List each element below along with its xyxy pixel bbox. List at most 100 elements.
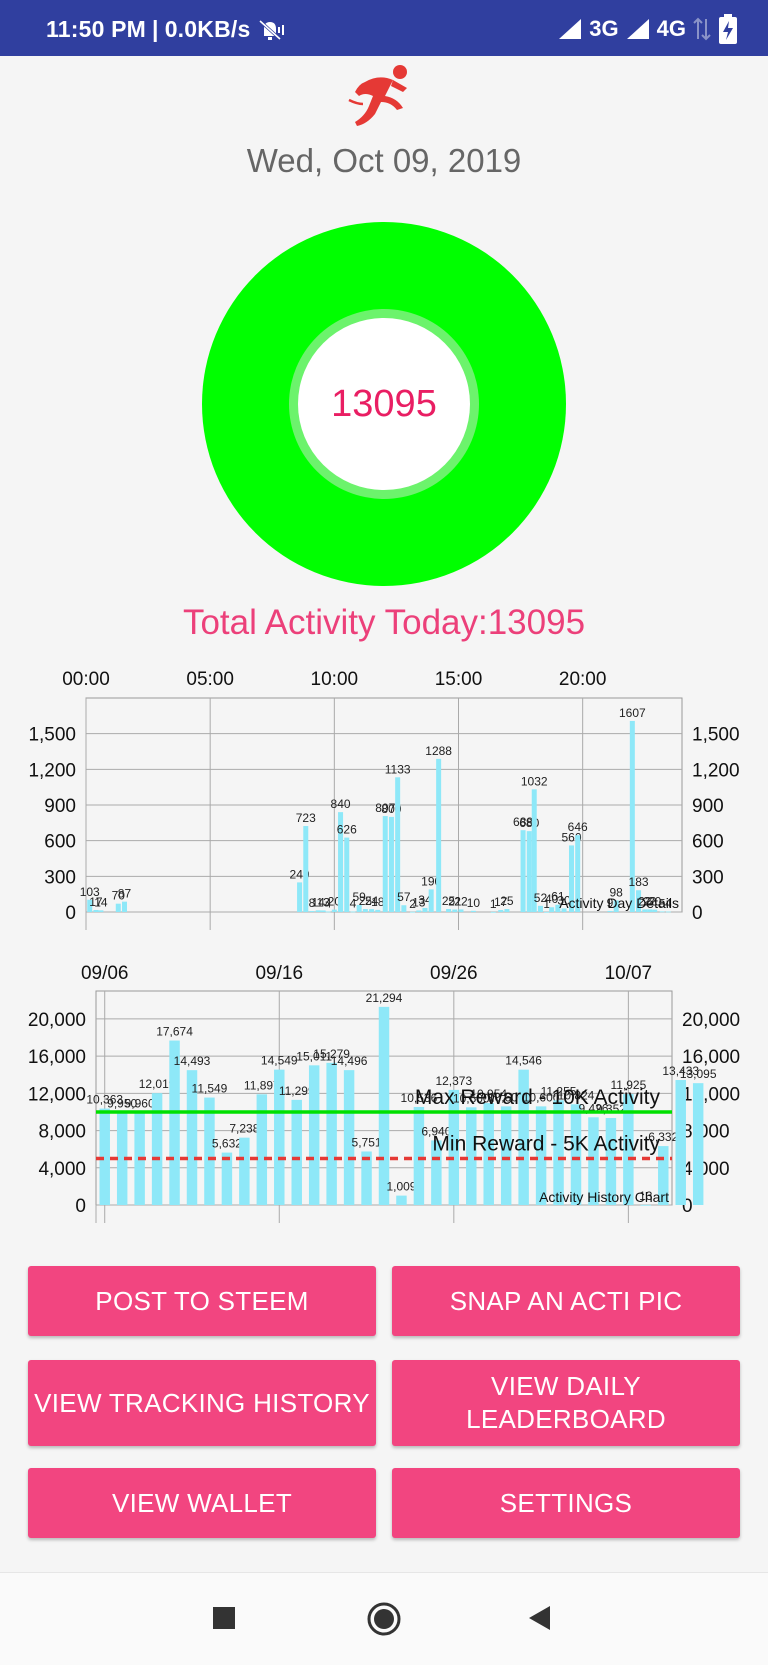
history-bar [570, 1104, 582, 1205]
day-bar-label: 34 [418, 893, 432, 907]
y-tick-label-right: 8,000 [682, 1122, 730, 1143]
day-bar-label: 13 [412, 895, 426, 909]
total-activity-label: Total Activity Today:13095 [182, 603, 586, 642]
settings-button[interactable]: SETTINGS [392, 1468, 740, 1538]
history-bar-label: 10,536 [401, 1091, 438, 1105]
day-bar-label: 25 [500, 894, 514, 908]
history-bar-label: 14,549 [261, 1054, 298, 1068]
day-bar [416, 910, 422, 912]
network-4g-label: 4G [656, 16, 686, 41]
x-tick-label: 10/07 [605, 963, 653, 984]
y-tick-label-left: 900 [44, 796, 76, 817]
day-bar [350, 911, 356, 913]
history-bar [431, 1140, 442, 1205]
day-bar [325, 911, 331, 913]
history-bar [116, 1112, 128, 1205]
back-icon[interactable] [528, 1605, 552, 1631]
day-bar [452, 909, 458, 912]
runner-logo-icon [348, 65, 407, 126]
day-bar-label: 13 [316, 895, 330, 909]
day-bar-label: 1607 [619, 706, 646, 720]
y-tick-label-left: 1,500 [28, 725, 76, 746]
x-tick-label: 20:00 [559, 669, 607, 690]
day-bar [356, 904, 362, 912]
x-tick-label: 09/26 [430, 963, 478, 984]
y-tick-label-right: 4,000 [682, 1159, 730, 1180]
date-label: Wed, Oct 09, 2019 [246, 142, 522, 179]
ring-graphic [202, 222, 566, 586]
history-bar [553, 1100, 564, 1205]
chart-description: Activity Day Details [559, 895, 679, 911]
mute-bell-icon [259, 19, 285, 40]
day-bar [303, 826, 309, 912]
day-bar-label: 723 [296, 811, 316, 825]
day-bar-label: 9 [607, 896, 614, 910]
history-bar-label: 14,546 [505, 1054, 542, 1068]
day-bar-label: 87 [118, 887, 132, 901]
x-tick-label: 09/06 [81, 963, 129, 984]
day-bar-label: 2 [409, 897, 416, 911]
history-bar-label: 10,363 [86, 1093, 123, 1107]
history-bar [378, 1006, 390, 1205]
history-bar-label: 10,600 [523, 1090, 560, 1104]
history-bar [692, 1083, 704, 1205]
day-bar-label: 5 [659, 896, 666, 910]
network-3g-label: 3G [589, 16, 619, 41]
history-bar [326, 1062, 337, 1205]
history-bar-label: 11,925 [610, 1078, 646, 1092]
history-bar [588, 1117, 599, 1205]
day-bar-label: 30 [557, 893, 571, 907]
day-bar [659, 911, 665, 913]
day-bar-label: 4 [325, 897, 332, 911]
history-bar-label: 5,632 [212, 1137, 242, 1151]
history-bar [361, 1151, 372, 1205]
history-bar-label: 6,332 [648, 1130, 678, 1144]
history-bar-label: 11,549 [192, 1082, 228, 1096]
day-bar-label: 17 [494, 895, 508, 909]
history-bar [169, 1040, 180, 1205]
history-bar [396, 1195, 407, 1205]
snap-acti-pic-button[interactable]: SNAP AN ACTI PIC [392, 1266, 740, 1336]
view-tracking-history-button[interactable]: VIEW TRACKING HISTORY [28, 1360, 376, 1446]
day-bar-label: 807 [375, 801, 395, 815]
day-bar [446, 909, 452, 912]
history-bar [256, 1094, 268, 1205]
view-wallet-button[interactable]: VIEW WALLET [28, 1468, 376, 1538]
y-tick-label-right: 12,000 [682, 1084, 740, 1105]
day-bar [665, 911, 671, 913]
day-bar-label: 22 [454, 894, 468, 908]
day-bar-label: 17 [89, 895, 103, 909]
home-icon[interactable] [366, 1601, 402, 1637]
history-bar [448, 1089, 460, 1205]
day-bar-label: 22 [638, 894, 652, 908]
day-bar-label: 1 [543, 897, 550, 911]
y-tick-label-left: 0 [75, 1196, 86, 1217]
y-tick-label-left: 600 [44, 832, 76, 853]
status-right: 3G 4G [557, 14, 738, 44]
day-bar [458, 909, 464, 912]
day-bar [436, 758, 442, 912]
data-transfer-icon [693, 17, 711, 41]
y-tick-label-left: 12,000 [28, 1084, 86, 1105]
day-bar [526, 831, 532, 912]
recent-apps-icon[interactable] [213, 1607, 235, 1629]
day-bar [297, 882, 303, 912]
day-bar-label: 4 [665, 897, 672, 911]
history-bar [483, 1103, 494, 1205]
signal-icon [559, 19, 582, 39]
history-bar-label: 17,674 [156, 1025, 193, 1039]
day-bar-label: 22 [643, 894, 657, 908]
history-bar-label: 21,294 [366, 991, 403, 1005]
y-tick-label-right: 16,000 [682, 1047, 740, 1068]
y-tick-label-right: 20,000 [682, 1010, 740, 1031]
day-bar [309, 911, 315, 912]
max-reward-label: Max Reward - 10K Activity [415, 1086, 661, 1109]
day-bar-label: 688 [513, 815, 533, 829]
day-bar [647, 909, 653, 912]
day-bar [652, 909, 658, 912]
post-to-steem-button[interactable]: POST TO STEEM [28, 1266, 376, 1336]
history-bar-label: 13,095 [680, 1067, 717, 1081]
view-daily-leaderboard-button[interactable]: VIEW DAILY LEADERBOARD [392, 1360, 740, 1446]
history-bar-label: 1,009 [386, 1180, 416, 1194]
history-bar [308, 1065, 320, 1205]
